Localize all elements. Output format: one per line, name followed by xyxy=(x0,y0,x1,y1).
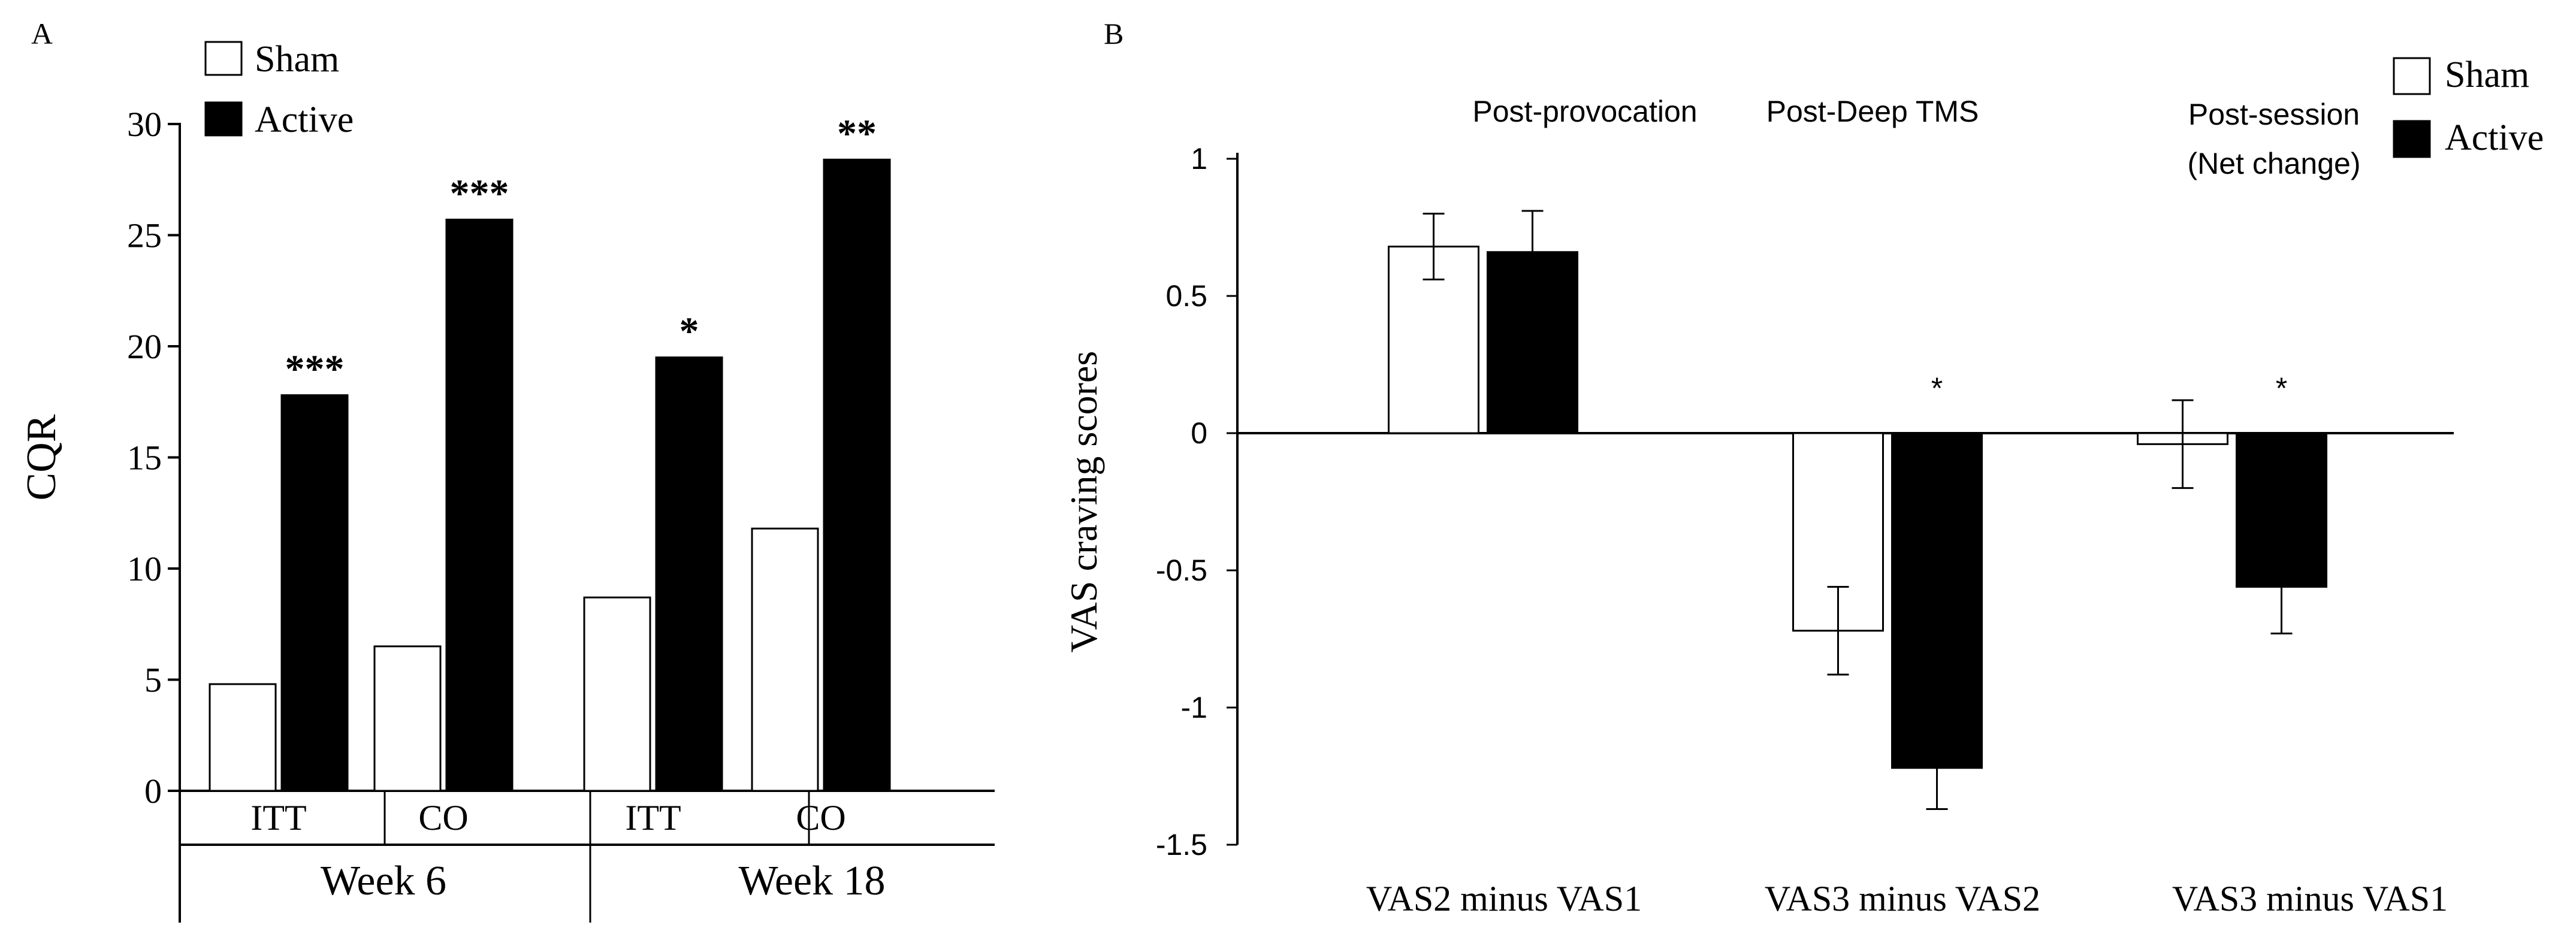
group-title-b: Post-session xyxy=(2188,98,2360,131)
category-label-a: CO xyxy=(796,798,845,838)
y-axis-label-a: CQR xyxy=(19,414,65,500)
category-label-b: VAS2 minus VAS1 xyxy=(1366,879,1642,918)
y-tick-label-a: 20 xyxy=(127,327,162,366)
significance-marker-a: ** xyxy=(837,111,877,155)
active-bar-a xyxy=(655,356,723,792)
significance-marker-b: * xyxy=(1931,371,1943,405)
group-title-b: Post-provocation xyxy=(1472,95,1697,128)
category-label-a: ITT xyxy=(250,798,306,838)
panel-label-a: A xyxy=(31,17,53,50)
legend-label-b: Sham xyxy=(2445,55,2529,95)
y-tick-label-b: 1 xyxy=(1191,142,1207,176)
active-bar-a xyxy=(445,219,514,792)
y-tick-label-b: -1.5 xyxy=(1156,828,1207,862)
significance-marker-b: * xyxy=(2276,371,2287,405)
significance-marker-a: *** xyxy=(285,347,345,391)
group-label-a: Week 6 xyxy=(321,858,446,904)
sham-bar-a xyxy=(751,527,819,792)
category-label-a: CO xyxy=(418,798,468,838)
legend-label-b: Active xyxy=(2445,117,2544,158)
legend-swatch-sham-b xyxy=(2393,57,2431,95)
y-tick-label-a: 30 xyxy=(127,105,162,144)
significance-marker-a: *** xyxy=(450,172,509,216)
y-tick-label-b: -1 xyxy=(1181,691,1207,724)
active-bar-b xyxy=(1891,432,1983,769)
y-tick-label-b: 0.5 xyxy=(1165,279,1207,313)
y-tick-label-a: 0 xyxy=(144,772,162,811)
legend-swatch-active-b xyxy=(2393,120,2431,158)
sham-bar-a xyxy=(373,645,442,792)
active-bar-a xyxy=(280,394,349,792)
category-label-b: VAS3 minus VAS1 xyxy=(2172,879,2448,918)
panel-b: B 1 0.5 0 -0.5 -1 -1.5 VAS craving scores * * Post… xyxy=(1062,17,2544,918)
legend-swatch-sham-a xyxy=(204,41,243,76)
y-tick-label-a: 15 xyxy=(127,439,162,477)
sham-bar-a xyxy=(209,683,277,792)
y-tick-label-b: -0.5 xyxy=(1156,554,1207,587)
y-tick-label-b: 0 xyxy=(1191,416,1207,450)
group-label-a: Week 18 xyxy=(738,858,885,904)
category-label-a: ITT xyxy=(625,798,681,838)
group-title-b: (Net change) xyxy=(2187,147,2360,180)
y-tick-label-a: 10 xyxy=(127,549,162,588)
significance-marker-a: * xyxy=(680,310,699,353)
sham-bar-a xyxy=(583,596,651,792)
y-axis-label-b: VAS craving scores xyxy=(1062,351,1105,653)
y-tick-label-a: 25 xyxy=(127,216,162,255)
legend-label-a: Sham xyxy=(255,39,339,80)
panel-label-b: B xyxy=(1104,17,1124,50)
legend-swatch-active-a xyxy=(204,101,243,137)
group-title-b: Post-Deep TMS xyxy=(1766,95,1979,128)
active-bar-a xyxy=(823,158,891,792)
y-tick-label-a: 5 xyxy=(144,661,162,700)
legend-label-a: Active xyxy=(255,99,354,140)
category-label-b: VAS3 minus VAS2 xyxy=(1765,879,2040,918)
